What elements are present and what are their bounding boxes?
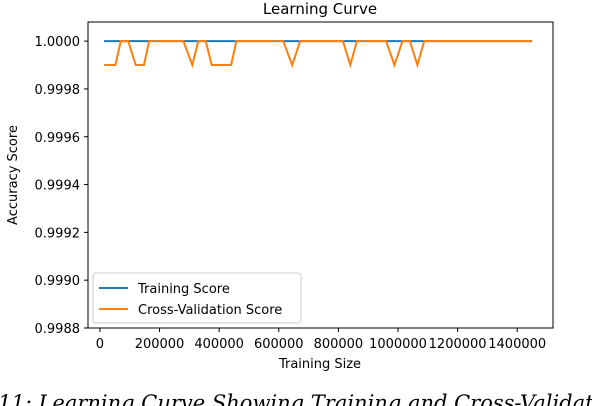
figure-caption: 11: Learning Curve Showing Training and … [0, 391, 592, 406]
x-tick-label: 0 [96, 337, 104, 352]
x-tick-label: 200000 [135, 337, 185, 352]
x-tick-label: 400000 [194, 337, 244, 352]
x-tick-label: 1200000 [429, 337, 487, 352]
x-axis-title: Training Size [278, 357, 361, 372]
y-tick-label: 0.9988 [35, 322, 81, 337]
series-line-cross-validation [104, 40, 533, 69]
y-tick-label: 0.9992 [35, 226, 81, 241]
y-axis-title: Accuracy Score [6, 125, 21, 225]
legend-label-training: Training Score [137, 282, 230, 297]
chart-title: Learning Curve [263, 0, 377, 18]
y-tick-label: 0.9998 [35, 83, 81, 98]
series-layer [104, 40, 533, 69]
x-tick-label: 1400000 [488, 337, 546, 352]
x-tick-label: 800000 [314, 337, 364, 352]
x-axis-ticks: 0 200000 400000 600000 800000 1000000 1200000 1… [96, 328, 546, 352]
legend-box [92, 272, 302, 324]
y-tick-label: 0.9996 [35, 131, 81, 146]
legend: Training Score Cross-Validation Score [92, 272, 302, 324]
y-tick-label: 0.9990 [35, 274, 81, 289]
legend-label-cross-validation: Cross-Validation Score [138, 303, 282, 318]
y-tick-label: 1.0000 [35, 35, 81, 50]
y-tick-label: 0.9994 [35, 179, 81, 194]
x-tick-label: 600000 [254, 337, 304, 352]
x-tick-label: 1000000 [369, 337, 427, 352]
y-axis-ticks: 0.9988 0.9990 0.9992 0.9994 0.9996 0.9998 1.00… [35, 35, 88, 337]
